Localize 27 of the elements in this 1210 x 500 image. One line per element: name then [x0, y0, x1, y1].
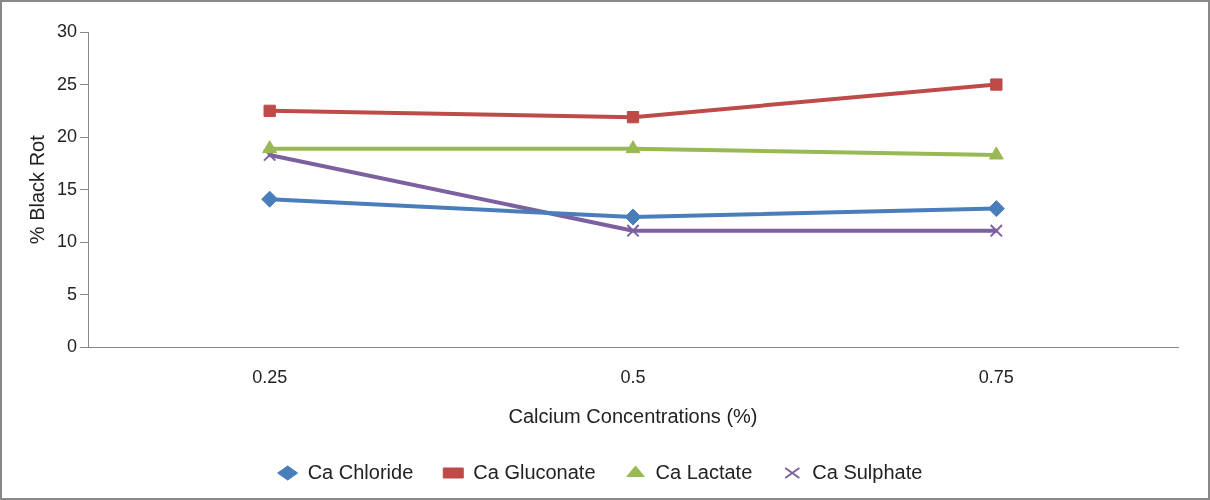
point	[989, 224, 1003, 238]
point	[626, 224, 640, 238]
y-tick-label: 20	[56, 126, 78, 147]
point	[624, 208, 642, 226]
point	[988, 146, 1004, 160]
point	[625, 140, 641, 154]
legend-label: Ca Gluconate	[473, 460, 596, 483]
point	[987, 200, 1005, 218]
point	[261, 190, 279, 208]
x-tick-label: 0.5	[620, 367, 646, 388]
x-tick-label: 0.75	[978, 367, 1014, 388]
point	[263, 104, 276, 118]
y-tick-label: 15	[56, 178, 78, 199]
y-axis-title: % Black Rot	[25, 134, 48, 245]
y-tick-label: 0	[67, 336, 78, 357]
y-tick-label: 25	[56, 73, 78, 94]
legend-label: Ca Sulphate	[812, 460, 923, 483]
legend-label: Ca Chloride	[307, 460, 414, 483]
x-tick-label: 0.25	[252, 367, 288, 388]
point	[626, 111, 640, 124]
y-tick-label: 5	[67, 283, 78, 304]
point	[990, 78, 1003, 91]
y-tick-label: 30	[56, 20, 78, 41]
legend-label: Ca Lactate	[655, 460, 753, 483]
y-tick-label: 10	[56, 231, 78, 252]
x-axis-title: Calcium Concentrations (%)	[508, 404, 758, 427]
point	[262, 140, 278, 154]
